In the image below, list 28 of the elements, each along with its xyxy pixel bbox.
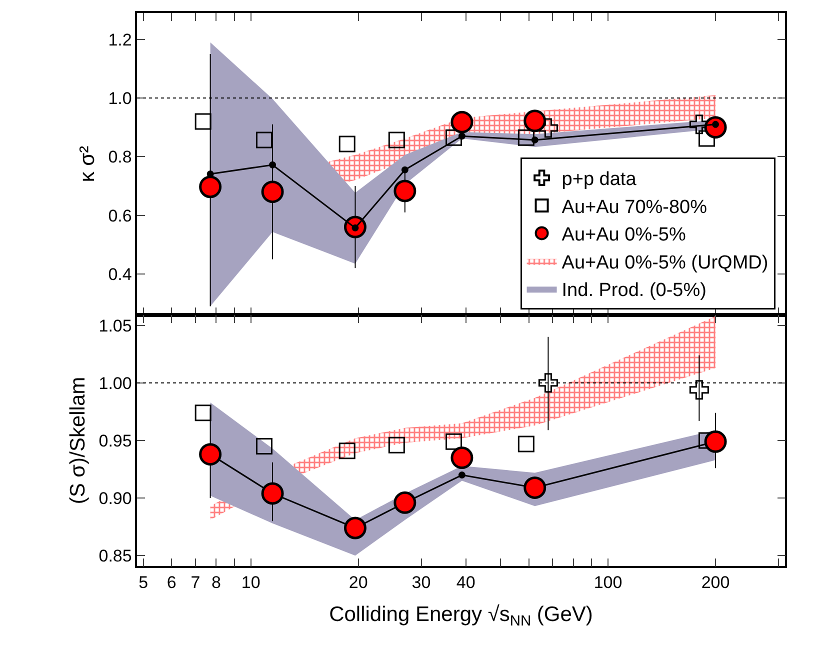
y-tick-label: 0.4 [108, 264, 132, 284]
y-tick-label: 0.90 [98, 489, 132, 508]
x-tick-label: 100 [594, 573, 622, 592]
x-tick-label: 6 [166, 573, 176, 592]
x-tick-label: 5 [138, 573, 148, 592]
x-tick-label: 40 [456, 573, 476, 592]
legend-label: Au+Au 0%-5% (UrQMD) [562, 252, 768, 274]
x-tick-label: 20 [348, 573, 368, 592]
x-tick-label: 30 [412, 573, 431, 592]
x-tick-label: 8 [212, 573, 221, 592]
y-tick-label: 1.05 [98, 316, 132, 336]
y-tick-label: 0.95 [98, 431, 132, 450]
y-tick-label: 0.8 [108, 148, 132, 167]
x-axis-title: Colliding Energy √s$_{NN}$ (GeV) [329, 602, 593, 630]
legend-label: Au+Au 0%-5% [562, 224, 686, 246]
y-axis-title: κ σ² [76, 146, 99, 182]
y-tick-label: 1.2 [108, 30, 132, 50]
x-tick-label: 200 [701, 573, 730, 592]
y-tick-label: 0.85 [98, 546, 132, 566]
y-tick-label: 0.6 [108, 206, 132, 226]
legend-label: p+p data [562, 169, 637, 190]
x-tick-label: 7 [190, 573, 200, 592]
legend-label: Ind. Prod. (0-5%) [562, 280, 706, 302]
x-tick-label: 10 [241, 573, 260, 592]
legend-label: Au+Au 70%-80% [562, 196, 708, 218]
y-axis-title: (S σ)/Skellam [66, 376, 90, 504]
y-tick-label: 1.0 [108, 88, 132, 108]
y-tick-label: 1.00 [98, 374, 132, 393]
